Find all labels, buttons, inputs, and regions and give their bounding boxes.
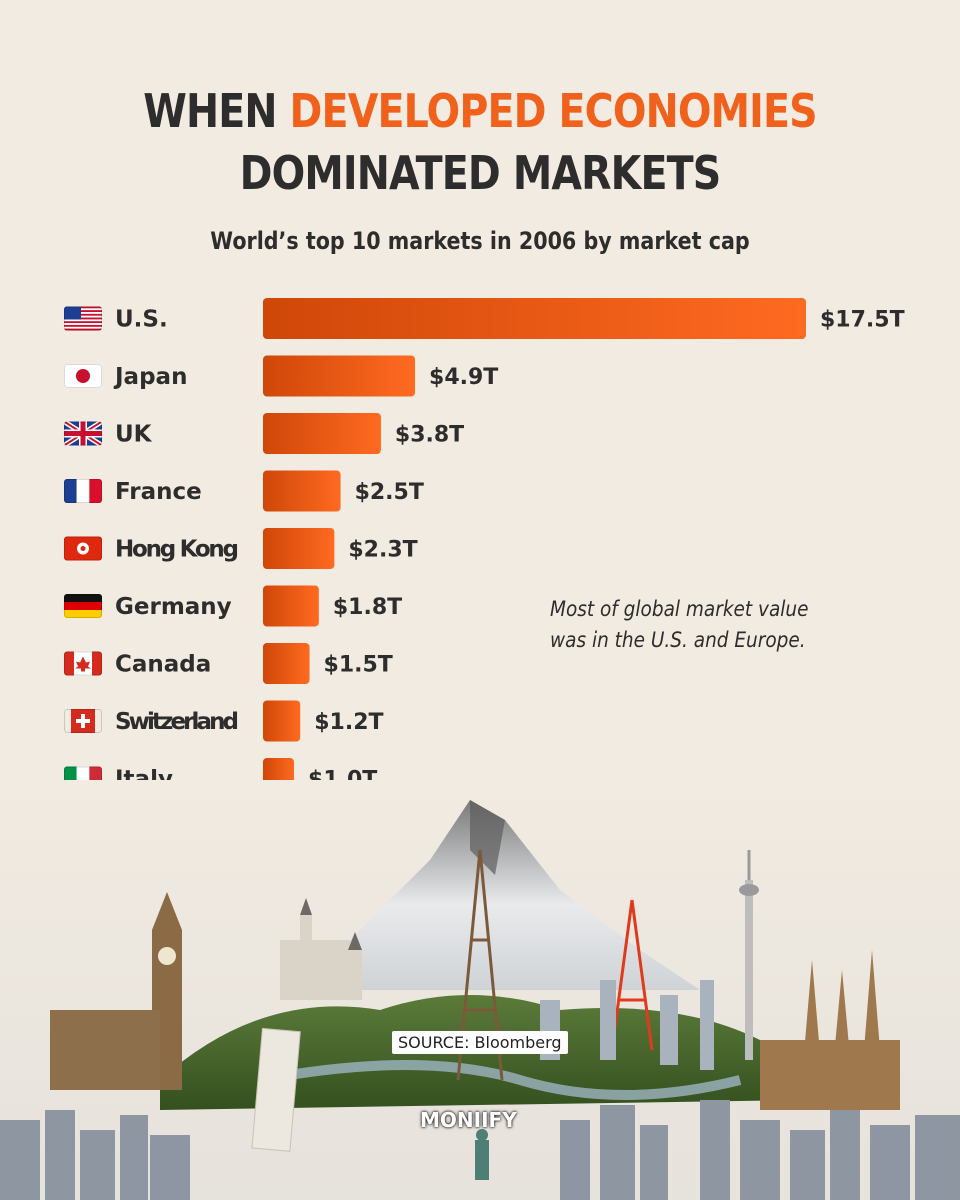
bar-row: Switzerland $1.2T <box>64 700 384 742</box>
bar <box>263 700 301 742</box>
category-label: Switzerland <box>115 709 239 735</box>
foreground-city <box>0 1100 960 1200</box>
category-label: Japan <box>113 364 187 390</box>
value-label: $1.8T <box>333 595 402 620</box>
title-line-1: WHEN DEVELOPED ECONOMIES <box>67 80 893 142</box>
category-label: UK <box>115 422 153 448</box>
value-label: $4.9T <box>429 365 498 390</box>
value-label: $2.5T <box>355 480 424 505</box>
value-label: $1.2T <box>314 710 383 735</box>
title-accent: DEVELOPED ECONOMIES <box>289 84 818 138</box>
bar-row: Hong Kong $2.3T <box>64 528 418 569</box>
bar <box>263 470 341 512</box>
bar <box>263 298 806 339</box>
bar-row: UK $3.8T <box>64 413 464 454</box>
landmarks-illustration <box>0 780 960 1200</box>
annotation-note: Most of global market value was in the U… <box>550 597 809 652</box>
switzerland-flag-icon <box>64 709 102 733</box>
uk-flag-icon <box>64 421 102 446</box>
value-label: $2.3T <box>348 538 417 563</box>
germany-flag-icon <box>64 594 102 618</box>
sagrada-familia <box>760 950 900 1110</box>
cn-tower <box>739 850 759 1060</box>
matterhorn-mountain <box>300 800 700 990</box>
bar <box>263 355 416 397</box>
title-pre: WHEN <box>143 84 290 138</box>
category-label: Germany <box>115 594 232 620</box>
value-label: $3.8T <box>395 423 464 448</box>
bar-row: U.S. $17.5T <box>64 298 905 339</box>
bar-row: France $2.5T <box>64 470 424 512</box>
bar-row: Canada $1.5T <box>64 643 393 684</box>
bar <box>263 585 319 627</box>
chart-title: WHEN DEVELOPED ECONOMIES DOMINATED MARKE… <box>67 80 893 204</box>
bar-chart: U.S. $17.5T Japan $4.9T UK $3.8T France $2.5T Ho… <box>64 298 905 857</box>
brand-logo: MONIIFY <box>420 1108 517 1132</box>
bar <box>263 528 335 569</box>
us-flag-icon <box>64 306 102 331</box>
category-label: Canada <box>115 652 211 678</box>
title-line-2: DOMINATED MARKETS <box>239 146 722 200</box>
statue-of-liberty <box>475 1129 489 1180</box>
bar-row: Germany $1.8T <box>64 585 402 627</box>
source-label: SOURCE: Bloomberg <box>392 1031 568 1054</box>
category-label: U.S. <box>115 307 168 333</box>
value-label: $17.5T <box>820 308 905 333</box>
japan-flag-icon <box>64 364 102 388</box>
bar-row: Japan $4.9T <box>64 355 498 397</box>
canada-flag-icon <box>64 651 102 676</box>
parliament <box>50 1010 160 1090</box>
category-label: France <box>115 479 202 505</box>
bar <box>263 413 381 454</box>
neuschwanstein-castle <box>280 898 362 1000</box>
france-flag-icon <box>64 479 102 503</box>
leaning-tower-of-pisa <box>251 1027 301 1152</box>
hong-kong-flag-icon <box>64 536 102 561</box>
chart-subtitle: World’s top 10 markets in 2006 by market… <box>210 227 750 255</box>
category-label: Hong Kong <box>115 537 239 563</box>
bar <box>263 643 310 684</box>
value-label: $1.5T <box>324 653 393 678</box>
